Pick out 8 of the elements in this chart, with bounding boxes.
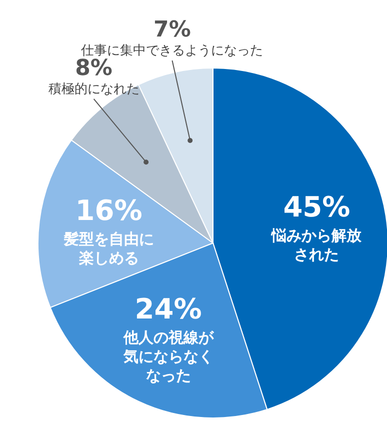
data-label: 7% (154, 18, 191, 43)
slice-label: 悩みから解放された (270, 226, 363, 264)
slice-label: 積極的になれた (48, 82, 140, 97)
slice-label: 他人の視線が気にならなくなった (122, 328, 214, 385)
slice-label: 髪型を自由に楽しめる (62, 230, 154, 267)
data-label: 45% (283, 190, 350, 224)
data-label: 24% (134, 292, 202, 326)
data-label: 16% (75, 194, 142, 227)
